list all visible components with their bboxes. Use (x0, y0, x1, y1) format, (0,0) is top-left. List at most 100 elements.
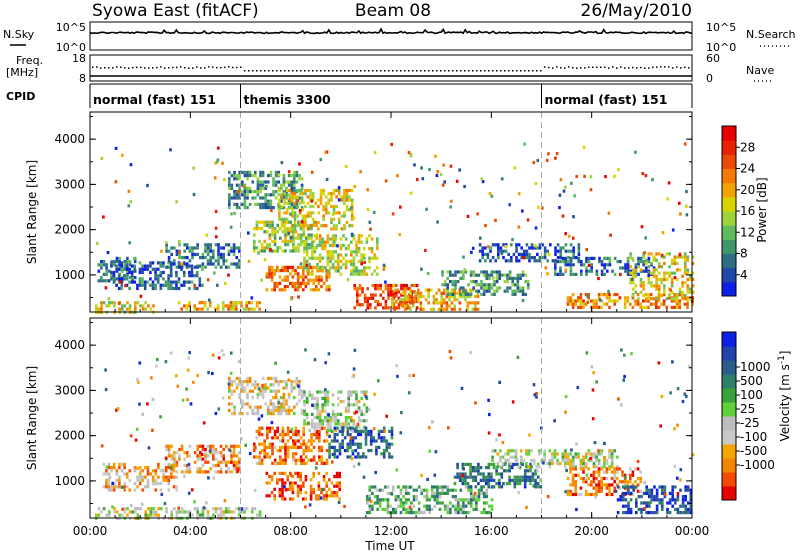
echo-cell (105, 304, 108, 308)
echo-cell (274, 396, 278, 400)
echo-cell (626, 296, 629, 300)
echo-cell (206, 510, 210, 514)
echo-cell (619, 272, 622, 277)
echo-cell (639, 470, 642, 474)
echo-cell (334, 266, 337, 270)
echo-cell (636, 299, 640, 303)
echo-cell (196, 246, 199, 250)
echo-cell (261, 386, 265, 390)
echo-cell (100, 276, 103, 280)
echo-cell (608, 263, 612, 267)
echo-cell (321, 240, 324, 244)
echo-cell (469, 292, 473, 296)
echo-cell (342, 256, 345, 260)
echo-cell (278, 281, 282, 285)
echo-cell (324, 208, 328, 212)
echo-cell (324, 243, 327, 247)
echo-cell (420, 511, 424, 515)
echo-cell (466, 482, 470, 486)
echo-cell (464, 298, 467, 302)
echo-cell (404, 501, 408, 505)
echo-cell (217, 356, 221, 360)
echo-cell (436, 501, 439, 505)
echo-cell (365, 501, 369, 505)
echo-cell (317, 211, 321, 215)
echo-cell (613, 302, 616, 306)
echo-cell (255, 301, 259, 305)
echo-cell (378, 501, 382, 505)
echo-cell (307, 421, 310, 425)
echo-cell (238, 510, 241, 514)
echo-cell (162, 270, 165, 275)
echo-cell (481, 249, 484, 253)
echo-cell (325, 497, 328, 501)
echo-cell (499, 449, 502, 453)
echo-cell (329, 243, 332, 247)
echo-cell (397, 495, 400, 499)
echo-cell (308, 393, 311, 397)
echo-cell (399, 511, 403, 515)
echo-cell (219, 451, 223, 455)
echo-cell (143, 267, 147, 271)
cpid-panel: CPID normal (fast) 151 themis 3300 normal … (6, 83, 693, 108)
echo-cell (238, 380, 241, 384)
echo-cell (238, 513, 241, 517)
echo-cell (358, 293, 362, 297)
echo-cell (624, 269, 627, 273)
echo-cell (417, 507, 421, 511)
echo-cell (270, 475, 274, 479)
echo-cell (482, 507, 486, 511)
echo-cell (125, 277, 129, 281)
echo-cell (570, 181, 573, 185)
echo-cell (266, 455, 269, 459)
echo-cell (238, 451, 241, 455)
freq-dot (244, 70, 246, 72)
echo-cell (204, 447, 207, 452)
echo-cell (462, 289, 465, 293)
echo-cell (289, 436, 292, 440)
echo-cell (497, 478, 501, 482)
echo-cell (292, 249, 295, 253)
echo-cell (531, 472, 535, 476)
echo-cell (305, 412, 309, 416)
echo-cell (278, 275, 282, 279)
echo-cell (324, 390, 327, 394)
echo-cell (268, 494, 271, 498)
echo-cell (380, 429, 383, 433)
echo-cell (277, 383, 280, 387)
echo-cell (295, 180, 299, 184)
echo-cell (188, 301, 191, 305)
echo-cell (245, 301, 248, 305)
echo-cell (587, 260, 591, 264)
echo-cell (206, 243, 210, 247)
echo-cell (616, 467, 619, 471)
echo-cell (358, 303, 362, 307)
echo-cell (487, 482, 491, 486)
echo-cell (577, 252, 581, 256)
freq-dot (116, 66, 118, 68)
echo-cell (652, 274, 656, 278)
y-tick-label: 4000 (54, 132, 85, 146)
echo-cell (110, 264, 113, 268)
echo-cell (673, 297, 677, 301)
echo-cell (553, 455, 557, 459)
echo-cell (647, 273, 650, 277)
echo-cell (321, 247, 324, 251)
echo-cell (191, 513, 194, 517)
echo-cell (269, 383, 273, 387)
echo-cell (219, 246, 223, 250)
echo-cell (190, 488, 194, 492)
echo-cell (454, 511, 457, 515)
echo-cell (484, 466, 488, 470)
freq-dot (604, 66, 606, 69)
echo-cell (376, 498, 379, 502)
echo-cell (232, 447, 236, 452)
echo-cell (337, 198, 341, 202)
echo-cell (282, 405, 286, 409)
echo-cell (569, 465, 572, 469)
freq-dot (512, 70, 514, 72)
echo-cell (325, 439, 329, 443)
echo-cell (300, 220, 304, 224)
echo-cell (554, 249, 557, 253)
echo-cell (305, 445, 308, 449)
